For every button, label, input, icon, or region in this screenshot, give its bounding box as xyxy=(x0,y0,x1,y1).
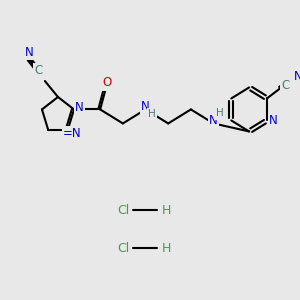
Text: =N: =N xyxy=(63,127,82,140)
Text: Cl: Cl xyxy=(117,242,130,254)
Text: Cl: Cl xyxy=(117,203,130,217)
Text: O: O xyxy=(103,76,112,89)
Text: N: N xyxy=(294,70,300,83)
Text: H: H xyxy=(162,242,171,254)
Text: C: C xyxy=(34,64,43,77)
Text: H: H xyxy=(162,203,171,217)
Text: N: N xyxy=(75,101,84,114)
Text: C: C xyxy=(281,79,290,92)
Text: H: H xyxy=(216,108,224,118)
Text: H: H xyxy=(148,110,156,119)
Text: N: N xyxy=(269,114,278,127)
Text: N: N xyxy=(25,46,33,59)
Text: N: N xyxy=(209,114,218,127)
Text: N: N xyxy=(141,100,150,113)
